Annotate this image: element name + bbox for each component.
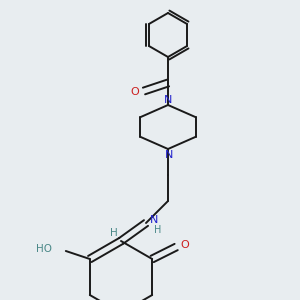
Text: N: N [164, 95, 172, 105]
Text: N: N [165, 150, 173, 160]
Text: H: H [154, 225, 162, 235]
Text: HO: HO [36, 244, 52, 254]
Text: H: H [110, 228, 118, 238]
Text: O: O [130, 87, 140, 97]
Text: N: N [150, 215, 158, 225]
Text: O: O [181, 240, 190, 250]
